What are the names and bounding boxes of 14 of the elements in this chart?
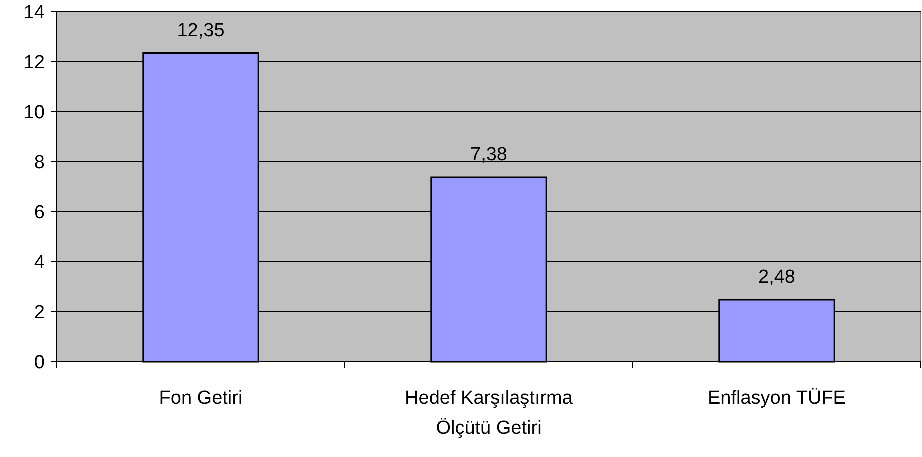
y-tick-label: 6 [34, 202, 45, 224]
data-label: 2,48 [758, 267, 796, 288]
x-tick-label: Hedef Karşılaştırma Ölçütü Getiri [405, 388, 574, 439]
y-tick-label: 12 [24, 52, 45, 74]
y-tick-label: 2 [34, 302, 45, 324]
y-tick-label: 8 [34, 152, 45, 174]
data-label: 12,35 [177, 20, 225, 42]
y-tick-label: 0 [34, 352, 45, 374]
y-tick-label: 10 [24, 102, 45, 124]
y-tick-label: 4 [34, 252, 46, 274]
x-tick-label: Enflasyon TÜFE [708, 388, 846, 409]
x-tick-label: Fon Getiri [159, 388, 243, 409]
y-tick-label: 14 [24, 2, 46, 24]
data-label: 7,38 [470, 144, 508, 166]
